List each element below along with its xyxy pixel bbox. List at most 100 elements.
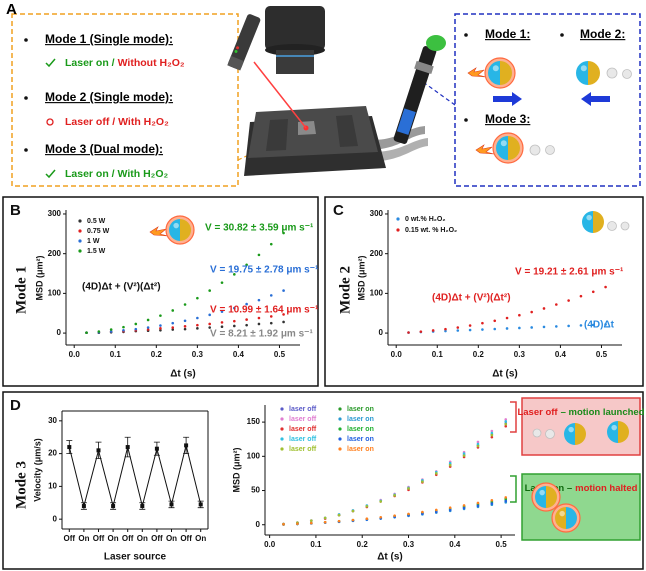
point (420, 330, 423, 333)
legend-label: laser off (289, 426, 317, 433)
legend-marker (280, 407, 283, 410)
y-tick-label: 150 (247, 417, 261, 426)
row-label: Mode 2 (337, 266, 353, 314)
point (567, 325, 570, 328)
point (421, 480, 424, 483)
point (67, 445, 71, 449)
y-tick-label: 200 (48, 249, 62, 258)
janus-particle (576, 61, 600, 85)
point (245, 324, 248, 327)
point (504, 496, 507, 499)
scheme-title: Mode 3: (485, 112, 530, 126)
point (449, 506, 452, 509)
text-part: motion halted (575, 483, 637, 494)
point (199, 502, 203, 506)
annotation: V = 10.99 ± 1.64 μm s⁻¹ (210, 305, 319, 316)
mode-condition: Laser on /Without H₂O₂ (65, 57, 185, 69)
x-tick-label: Off (180, 534, 192, 543)
bubble (608, 222, 617, 231)
mode-title: Mode 3 (Dual mode): (45, 142, 163, 156)
text-part: A (6, 1, 17, 18)
point (171, 309, 174, 312)
point (518, 314, 521, 317)
point (245, 318, 248, 321)
annotation: V = 19.21 ± 2.61 μm s⁻¹ (515, 267, 624, 278)
point (258, 254, 261, 257)
shine (586, 215, 592, 221)
x-tick-label: 0.5 (274, 350, 286, 359)
point (171, 326, 174, 329)
point (82, 504, 86, 508)
x-tick-label: 0.4 (233, 350, 245, 359)
x-tick-label: On (108, 534, 119, 543)
janus-particle (485, 58, 515, 88)
y-tick-label: 10 (48, 481, 57, 490)
bullet (24, 96, 28, 100)
point (481, 328, 484, 331)
scheme-title: Mode 1: (485, 27, 530, 41)
y-tick-label: 100 (247, 451, 261, 460)
point (184, 303, 187, 306)
point (282, 289, 285, 292)
point (456, 326, 459, 329)
point (338, 520, 341, 523)
text-part: Laser on / With H₂O₂ (65, 168, 168, 180)
janus-particle (552, 504, 580, 532)
x-tick-label: 0.1 (310, 540, 322, 549)
x-tick-label: 0.2 (473, 350, 485, 359)
point (379, 500, 382, 503)
text-part: Mode 2: (580, 27, 625, 41)
point (159, 314, 162, 317)
point (221, 321, 224, 324)
text-part: Mode 2 (Single mode): (45, 90, 173, 104)
x-tick-label: Off (151, 534, 163, 543)
legend-label: laser on (347, 426, 374, 433)
point (469, 329, 472, 332)
y-tick-label: 0 (256, 520, 261, 529)
point (196, 324, 199, 327)
x-tick-label: 0.3 (403, 540, 415, 549)
point (580, 295, 583, 298)
point (221, 281, 224, 284)
point (493, 328, 496, 331)
y-tick-label: 0 (57, 328, 62, 337)
point (258, 323, 261, 326)
point (184, 443, 188, 447)
point (543, 326, 546, 329)
annotation: (4D)Δt + (V²)(Δt²) (432, 293, 511, 304)
point (407, 513, 410, 516)
point (366, 505, 369, 508)
legend-label: 1.5 W (87, 248, 106, 255)
x-tick-label: 0.1 (432, 350, 444, 359)
legend-label: laser on (347, 436, 374, 443)
text-part: – motion launched (561, 407, 645, 418)
point (159, 327, 162, 330)
point (147, 326, 150, 329)
y-tick-label: 0 (53, 514, 58, 523)
y-tick-label: 20 (48, 449, 57, 458)
point (208, 323, 211, 326)
point (366, 517, 369, 520)
y-axis-label: MSD (μm²) (34, 255, 44, 300)
figure: AMode 1 (Single mode):Laser on /Without … (0, 0, 646, 571)
legend-label: laser off (289, 436, 317, 443)
x-tick-label: 0.0 (391, 350, 403, 359)
point (98, 330, 101, 333)
point (469, 324, 472, 327)
bullet (24, 148, 28, 152)
point (393, 494, 396, 497)
point (282, 523, 285, 526)
legend-label: laser on (347, 416, 374, 423)
point (421, 511, 424, 514)
legend-marker (78, 239, 81, 242)
legend-label: laser off (289, 406, 317, 413)
legend-marker (338, 417, 341, 420)
point (134, 328, 137, 331)
point (504, 420, 507, 423)
point (110, 328, 113, 331)
bubble (546, 146, 555, 155)
legend-marker (338, 427, 341, 430)
janus-particle (607, 421, 629, 443)
point (592, 290, 595, 293)
point (208, 289, 211, 292)
